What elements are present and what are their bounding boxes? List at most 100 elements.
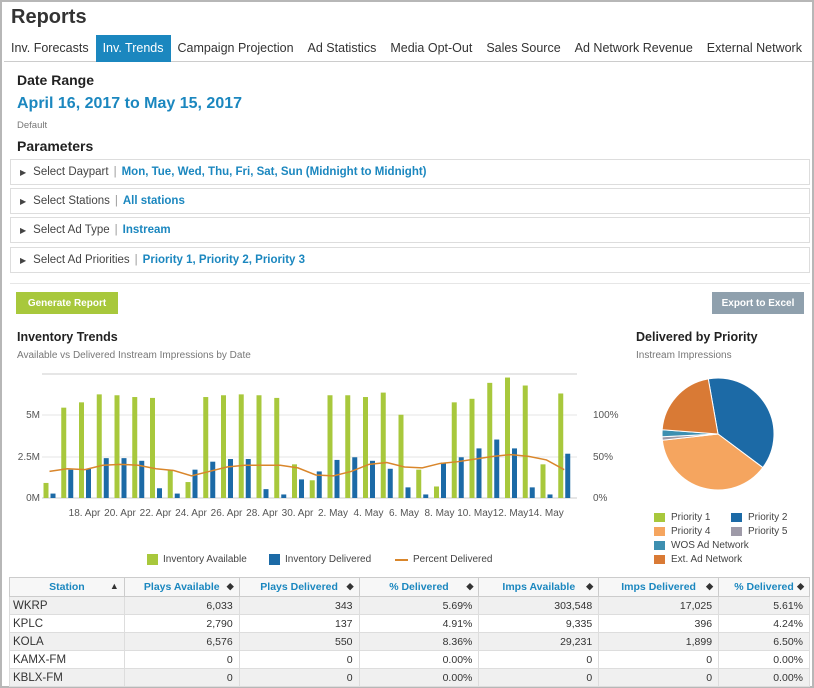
sort-icon[interactable]: ▲ <box>109 581 119 591</box>
bar-inventory-delivered <box>281 494 287 498</box>
column-header[interactable]: Imps Delivered ◆ <box>598 577 720 597</box>
bar-inventory-delivered <box>68 469 74 498</box>
date-range-default-note: Default <box>17 120 48 131</box>
table-cell: 550 <box>238 632 360 651</box>
priority-chart-subtitle: Instream Impressions <box>636 350 732 361</box>
legend-item-priority[interactable]: WOS Ad Network <box>654 540 749 551</box>
legend-inventory-delivered[interactable]: Inventory Delivered <box>269 554 371 565</box>
priority-chart-title: Delivered by Priority <box>636 330 758 344</box>
legend-percent-delivered[interactable]: Percent Delivered <box>395 554 492 565</box>
bar-inventory-available <box>203 397 209 498</box>
bar-inventory-delivered <box>157 488 162 498</box>
column-header-label: Imps Delivered <box>621 581 696 593</box>
export-to-excel-button[interactable]: Export to Excel <box>712 292 804 314</box>
bar-inventory-delivered <box>370 460 375 498</box>
sort-icon[interactable]: ◆ <box>586 581 594 591</box>
bar-inventory-available <box>540 464 546 498</box>
separator: | <box>114 224 118 236</box>
bar-inventory-available <box>96 394 102 498</box>
table-cell: 396 <box>598 614 720 633</box>
bar-inventory-delivered <box>423 494 429 498</box>
tab-sales-source[interactable]: Sales Source <box>486 41 561 55</box>
bar-inventory-delivered <box>494 439 500 498</box>
column-header[interactable]: Station ▲ <box>9 577 125 597</box>
table-cell: 0 <box>238 650 360 669</box>
legend-item-priority[interactable]: Ext. Ad Network <box>654 554 742 565</box>
bar-inventory-delivered <box>86 468 91 498</box>
tab-ad-network-revenue[interactable]: Ad Network Revenue <box>574 41 693 55</box>
pie-slice[interactable] <box>707 377 775 469</box>
tab-inv-trends[interactable]: Inv. Trends <box>95 35 171 62</box>
x-tick-label: 30. Apr <box>282 508 314 519</box>
column-header[interactable]: Imps Available ◆ <box>478 577 600 597</box>
legend-label: Inventory Delivered <box>285 554 372 565</box>
bar-inventory-available <box>274 397 280 498</box>
column-header[interactable]: Plays Available ◆ <box>123 577 240 597</box>
param-stations[interactable]: ▶ Select Stations | All stations <box>10 188 810 214</box>
legend-label: Priority 1 <box>671 512 711 523</box>
separator: | <box>134 254 138 266</box>
table-cell: 343 <box>238 596 360 615</box>
bar-series-group <box>43 377 571 498</box>
tab-ad-statistics[interactable]: Ad Statistics <box>307 41 377 55</box>
table-cell: 9,335 <box>478 614 600 633</box>
trends-chart-title: Inventory Trends <box>17 330 118 344</box>
date-range-value[interactable]: April 16, 2017 to May 15, 2017 <box>17 95 243 112</box>
tab-media-opt-out[interactable]: Media Opt-Out <box>390 41 473 55</box>
bar-inventory-delivered <box>316 471 322 498</box>
bar-inventory-delivered <box>529 487 535 498</box>
legend-inventory-available[interactable]: Inventory Available <box>147 554 247 565</box>
table-cell: 0 <box>123 650 240 669</box>
bar-inventory-delivered <box>228 459 233 498</box>
column-header-label: Imps Available <box>502 581 576 593</box>
priority-pie-chart <box>661 377 775 491</box>
table-cell: 303,548 <box>478 596 600 615</box>
station-name-cell: KPLC <box>9 614 125 633</box>
table-row[interactable]: WKRP 6,033 343 5.69% 303,548 17,025 5.61% <box>9 596 810 615</box>
bar-inventory-delivered <box>50 493 56 498</box>
sort-icon[interactable]: ◆ <box>466 581 474 591</box>
pie-slice[interactable] <box>661 378 719 435</box>
legend-item-priority[interactable]: Priority 1 <box>654 512 710 523</box>
column-header[interactable]: Plays Delivered ◆ <box>238 577 360 597</box>
table-row[interactable]: KBLX-FM 0 0 0.00% 0 0 0.00% <box>9 668 810 687</box>
expand-triangle-icon: ▶ <box>20 167 27 177</box>
legend-swatch <box>269 554 280 565</box>
param-ad-type[interactable]: ▶ Select Ad Type | Instream <box>10 217 810 243</box>
x-tick-label: 22. Apr <box>140 508 172 519</box>
pie-slice[interactable] <box>661 433 764 491</box>
bar-inventory-available <box>292 464 297 498</box>
table-cell: 0 <box>598 668 720 687</box>
table-row[interactable]: KAMX-FM 0 0 0.00% 0 0 0.00% <box>9 650 810 669</box>
generate-report-button[interactable]: Generate Report <box>16 292 118 314</box>
column-header-label: % Delivered <box>734 581 794 593</box>
table-row[interactable]: KOLA 6,576 550 8.36% 29,231 1,899 6.50% <box>9 632 810 651</box>
sort-icon[interactable]: ◆ <box>797 581 804 591</box>
tab-inv-forecasts[interactable]: Inv. Forecasts <box>11 41 89 55</box>
param-daypart[interactable]: ▶ Select Daypart | Mon, Tue, Wed, Thu, F… <box>10 159 810 185</box>
sort-icon[interactable]: ◆ <box>346 581 354 591</box>
bar-inventory-delivered <box>441 462 446 498</box>
column-header[interactable]: % Delivered ◆ <box>358 577 480 597</box>
separator: | <box>113 166 117 178</box>
report-tabs: Inv. Forecasts Inv. Trends Campaign Proj… <box>4 35 812 62</box>
separator: | <box>114 195 118 207</box>
sort-icon[interactable]: ◆ <box>226 581 234 591</box>
table-row[interactable]: KPLC 2,790 137 4.91% 9,335 396 4.24% <box>9 614 810 633</box>
sort-icon[interactable]: ◆ <box>706 581 714 591</box>
legend-item-priority[interactable]: Priority 5 <box>731 526 787 537</box>
table-cell: 0.00% <box>718 650 810 669</box>
y-tick-2-5m: 2.5M <box>18 452 40 463</box>
bar-inventory-available <box>487 382 493 498</box>
column-header[interactable]: % Delivered ◆ <box>718 577 810 597</box>
legend-item-priority[interactable]: Priority 2 <box>731 512 787 523</box>
legend-item-priority[interactable]: Priority 4 <box>654 526 710 537</box>
column-header-label: Plays Delivered <box>260 581 338 593</box>
tab-campaign-projection[interactable]: Campaign Projection <box>177 41 294 55</box>
table-cell: 6,033 <box>123 596 240 615</box>
legend-swatch <box>654 513 665 522</box>
tab-external-network[interactable]: External Network <box>706 41 802 55</box>
param-ad-priorities[interactable]: ▶ Select Ad Priorities | Priority 1, Pri… <box>10 247 810 273</box>
legend-label: Inventory Available <box>163 554 247 565</box>
